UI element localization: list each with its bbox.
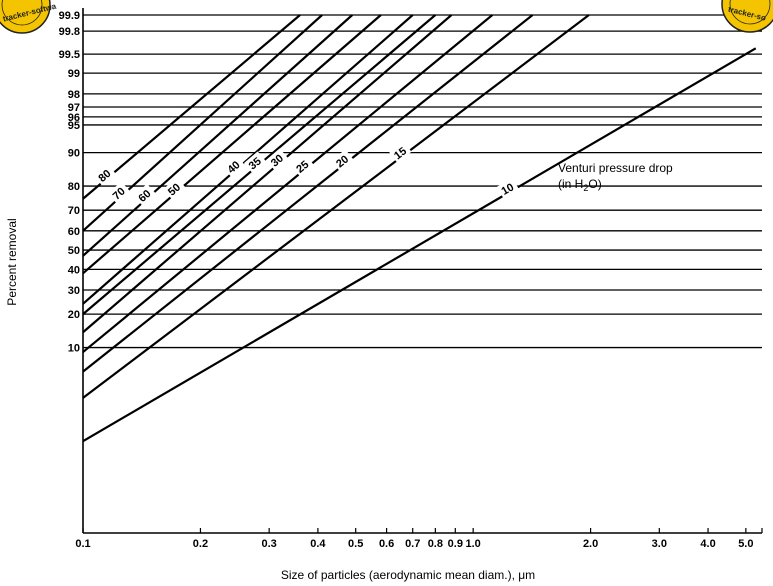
series-label: 10 bbox=[500, 181, 517, 198]
x-tick-label: 0.8 bbox=[428, 538, 443, 550]
labels: 99.999.899.59998979695908070605040302010… bbox=[59, 10, 754, 550]
series-label-bg bbox=[389, 141, 412, 163]
legend-unit-sub: 2 bbox=[583, 183, 588, 193]
x-tick-label: 0.1 bbox=[75, 538, 90, 550]
y-tick-label: 10 bbox=[68, 343, 80, 355]
y-tick-label: 20 bbox=[68, 309, 80, 321]
x-tick-label: 0.2 bbox=[193, 538, 208, 550]
y-axis-title: Percent removal bbox=[5, 218, 19, 305]
series-label-group-60: 60 bbox=[133, 183, 156, 206]
series-line-10 bbox=[82, 47, 757, 443]
legend-title: Venturi pressure drop bbox=[558, 161, 673, 175]
series-label-group-40: 40 bbox=[222, 155, 245, 177]
x-tick-label: 5.0 bbox=[738, 538, 753, 550]
series-label-bg bbox=[93, 163, 116, 186]
x-tick-label: 0.6 bbox=[379, 538, 394, 550]
series-label-bg bbox=[107, 181, 130, 204]
series-label-group-70: 70 bbox=[107, 181, 130, 204]
grid bbox=[83, 14, 762, 349]
y-tick-label: 70 bbox=[68, 205, 80, 217]
series-label-group-80: 80 bbox=[93, 163, 116, 186]
series-label-bg bbox=[331, 149, 354, 171]
x-axis-title: Size of particles (aerodynamic mean diam… bbox=[281, 568, 535, 582]
x-tick-label: 0.7 bbox=[405, 538, 420, 550]
x-tick-label: 4.0 bbox=[700, 538, 715, 550]
x-tick-label: 0.9 bbox=[448, 538, 463, 550]
series-label-bg bbox=[133, 183, 156, 206]
x-tick-label: 1.0 bbox=[466, 538, 481, 550]
series-line-15 bbox=[82, 14, 590, 399]
series-label-group-15: 15 bbox=[389, 141, 412, 163]
y-tick-label: 98 bbox=[68, 89, 80, 101]
x-tick-label: 3.0 bbox=[652, 538, 667, 550]
legend-unit-part2: O) bbox=[588, 177, 601, 191]
x-tick-label: 2.0 bbox=[583, 538, 598, 550]
series-line-30 bbox=[82, 14, 453, 334]
series-line-20 bbox=[82, 14, 534, 373]
axes bbox=[82, 8, 763, 534]
y-tick-label: 99.8 bbox=[59, 26, 80, 38]
y-tick-label: 97 bbox=[68, 102, 80, 114]
y-tick-label: 30 bbox=[68, 285, 80, 297]
y-tick-label: 99.9 bbox=[59, 10, 80, 22]
x-tick-label: 0.3 bbox=[261, 538, 276, 550]
series-label-bg bbox=[243, 151, 267, 173]
series-label: 15 bbox=[392, 145, 409, 162]
series-line-80 bbox=[82, 14, 301, 200]
series-label-group-25: 25 bbox=[291, 154, 314, 177]
series-label-bg bbox=[222, 155, 245, 177]
y-tick-label: 80 bbox=[68, 181, 80, 193]
y-tick-label: 99 bbox=[68, 68, 80, 80]
series-label: 20 bbox=[334, 153, 351, 170]
y-tick-label: 99.5 bbox=[59, 49, 80, 61]
watermark-badge-right: tracker-so bbox=[721, 0, 773, 33]
y-tick-label: 90 bbox=[68, 148, 80, 160]
y-tick-label: 95 bbox=[68, 120, 80, 132]
x-tick-label: 0.4 bbox=[310, 538, 326, 550]
x-tick-label: 0.5 bbox=[348, 538, 363, 550]
series-label-bg bbox=[496, 177, 519, 199]
series-label-group-35: 35 bbox=[243, 151, 267, 173]
series-label-group-10: 10 bbox=[496, 177, 519, 199]
y-tick-label: 50 bbox=[68, 245, 80, 257]
series-line-50 bbox=[82, 14, 382, 275]
legend-unit-part1: (in H bbox=[558, 177, 583, 191]
series-line-60 bbox=[82, 14, 354, 257]
y-tick-label: 96 bbox=[68, 112, 80, 124]
series-label-bg bbox=[163, 177, 186, 200]
y-tick-label: 40 bbox=[68, 264, 80, 276]
series-label-bg bbox=[291, 154, 314, 177]
series-line-40 bbox=[82, 14, 414, 305]
series-label-group-20: 20 bbox=[331, 149, 354, 171]
watermark-badge-left: tracker-softwa bbox=[0, 0, 58, 34]
y-tick-label: 60 bbox=[68, 226, 80, 238]
series-lines bbox=[82, 14, 757, 443]
series-label-bg bbox=[266, 148, 289, 171]
series-label-group-30: 30 bbox=[266, 148, 289, 171]
series-line-25 bbox=[82, 14, 494, 353]
legend-unit: (in H2O) bbox=[558, 177, 602, 193]
